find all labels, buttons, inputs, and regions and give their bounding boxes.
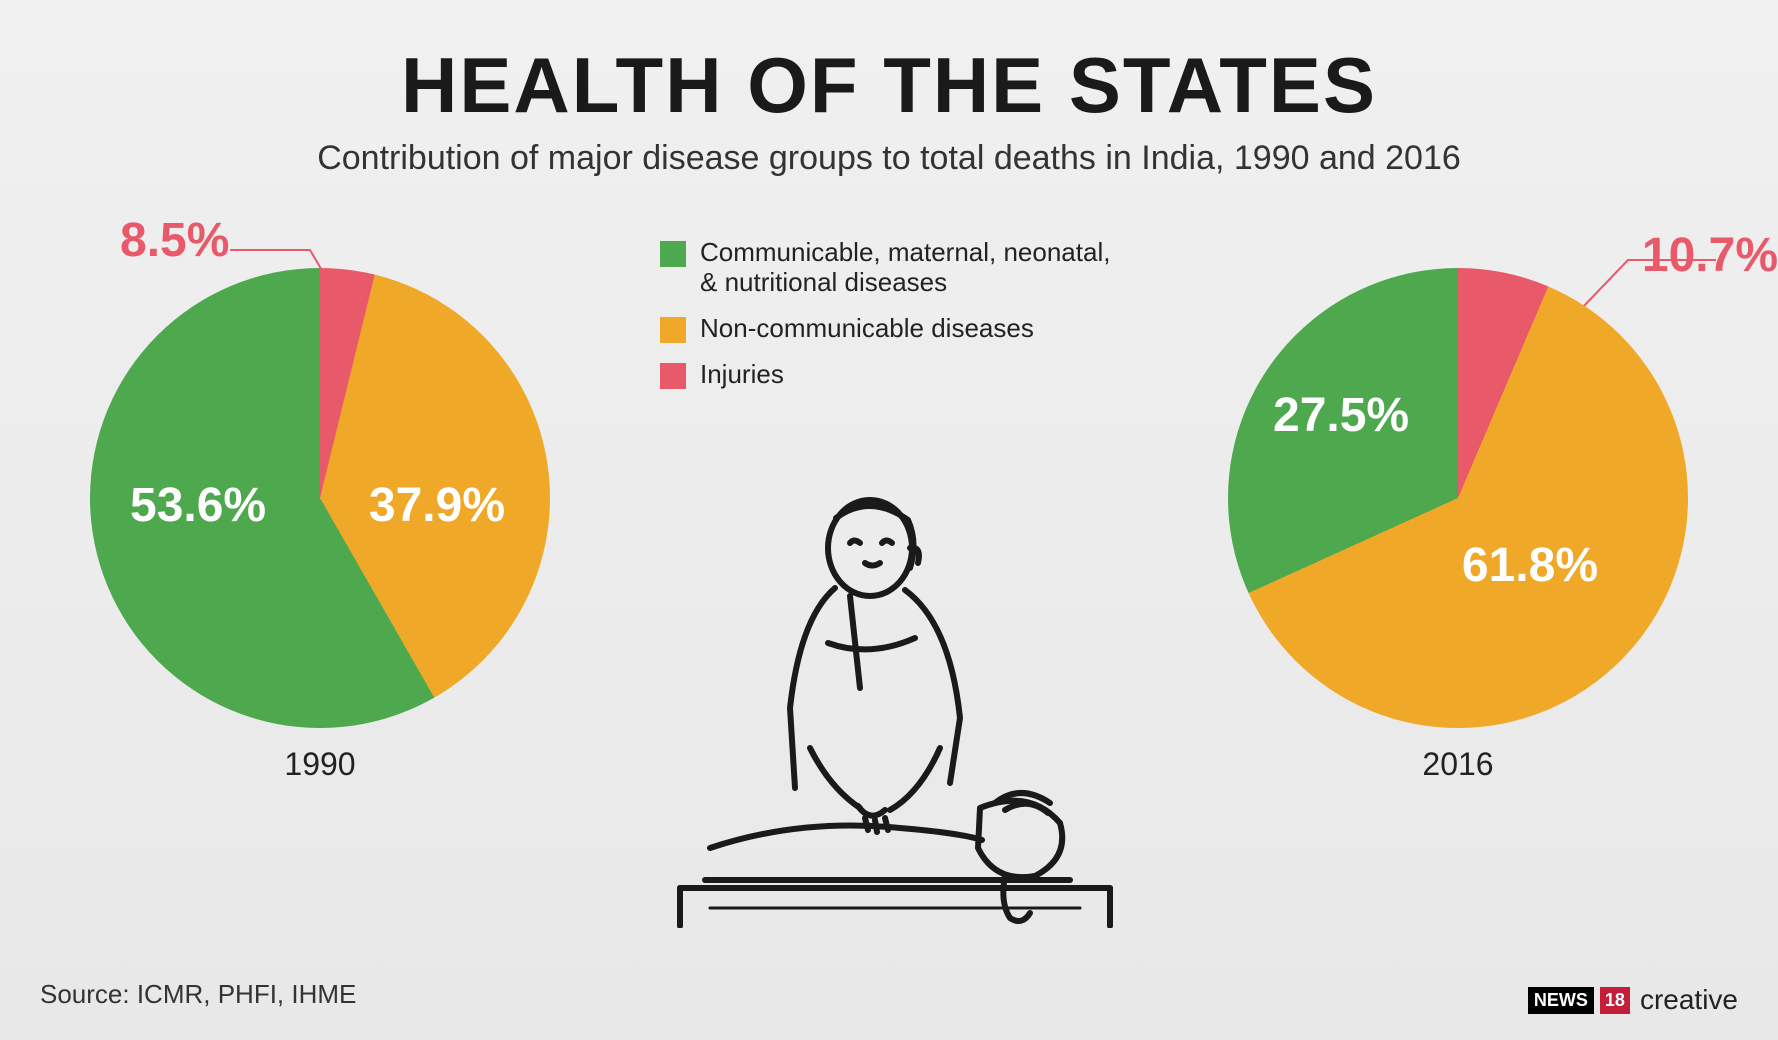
legend-swatch-noncommunicable	[660, 317, 686, 343]
legend-swatch-communicable	[660, 241, 686, 267]
legend-label-communicable: Communicable, maternal, neonatal, & nutr…	[700, 238, 1120, 298]
brand-logo: NEWS18 creative	[1528, 984, 1738, 1016]
pie-2016-communicable-label: 27.5%	[1273, 388, 1409, 443]
pie-2016-year: 2016	[1228, 746, 1688, 783]
legend-item-communicable: Communicable, maternal, neonatal, & nutr…	[660, 238, 1120, 298]
legend-label-injuries: Injuries	[700, 360, 784, 390]
page-title: HEALTH OF THE STATES	[0, 40, 1778, 131]
pie-1990-year: 1990	[90, 746, 550, 783]
brand-creative: creative	[1640, 984, 1738, 1016]
legend-item-noncommunicable: Non-communicable diseases	[660, 314, 1120, 344]
pie-1990-communicable-label: 53.6%	[130, 478, 266, 533]
pie-2016-container: 10.7% 27.5% 61.8% 2016	[1228, 268, 1688, 783]
source-text: Source: ICMR, PHFI, IHME	[40, 979, 356, 1010]
callout-1990-label: 8.5%	[120, 213, 229, 268]
legend-item-injuries: Injuries	[660, 360, 1120, 390]
page-subtitle: Contribution of major disease groups to …	[0, 139, 1778, 178]
legend-swatch-injuries	[660, 363, 686, 389]
pie-1990: 53.6% 37.9%	[90, 268, 550, 728]
pie-1990-noncommunicable-label: 37.9%	[369, 478, 505, 533]
legend-label-noncommunicable: Non-communicable diseases	[700, 314, 1034, 344]
content-area: 8.5% 53.6% 37.9% 1990 Communicable, mate…	[0, 208, 1778, 928]
pie-2016-noncommunicable-label: 61.8%	[1462, 538, 1598, 593]
pie-2016: 27.5% 61.8%	[1228, 268, 1688, 728]
brand-news: NEWS	[1528, 987, 1594, 1014]
pie-1990-container: 8.5% 53.6% 37.9% 1990	[90, 268, 550, 783]
brand-18: 18	[1600, 987, 1630, 1014]
legend: Communicable, maternal, neonatal, & nutr…	[660, 238, 1120, 406]
massage-illustration	[650, 488, 1130, 928]
